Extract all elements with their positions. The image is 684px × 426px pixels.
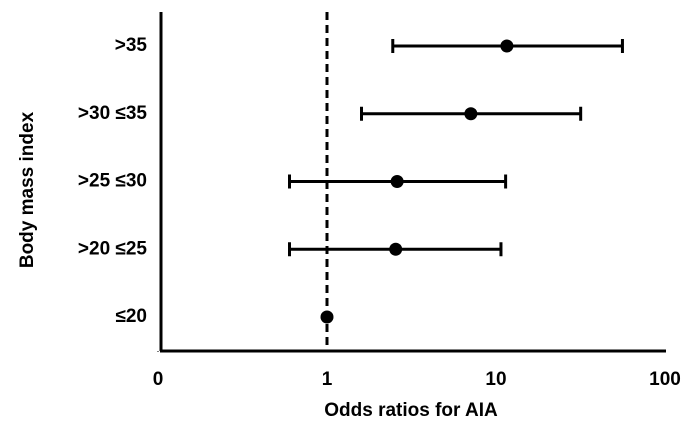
x-axis-title: Odds ratios for AIA xyxy=(324,400,498,421)
point xyxy=(500,39,514,53)
point xyxy=(389,242,403,256)
y-tick-label: ≤20 xyxy=(115,306,147,327)
y-tick-label: >30 ≤35 xyxy=(78,103,148,124)
point xyxy=(320,310,334,324)
point xyxy=(390,175,404,188)
y-tick-label: >25 ≤30 xyxy=(78,171,147,192)
point xyxy=(464,107,478,121)
y-tick-label: >35 xyxy=(115,35,148,56)
y-axis-title: Body mass index xyxy=(17,111,38,268)
x-tick-label: 100 xyxy=(649,369,681,390)
y-tick-label: >20 ≤25 xyxy=(78,238,148,259)
x-tick-label: 10 xyxy=(485,369,506,390)
x-tick-label: 1 xyxy=(322,369,333,390)
x-tick-label: 0 xyxy=(153,369,164,390)
